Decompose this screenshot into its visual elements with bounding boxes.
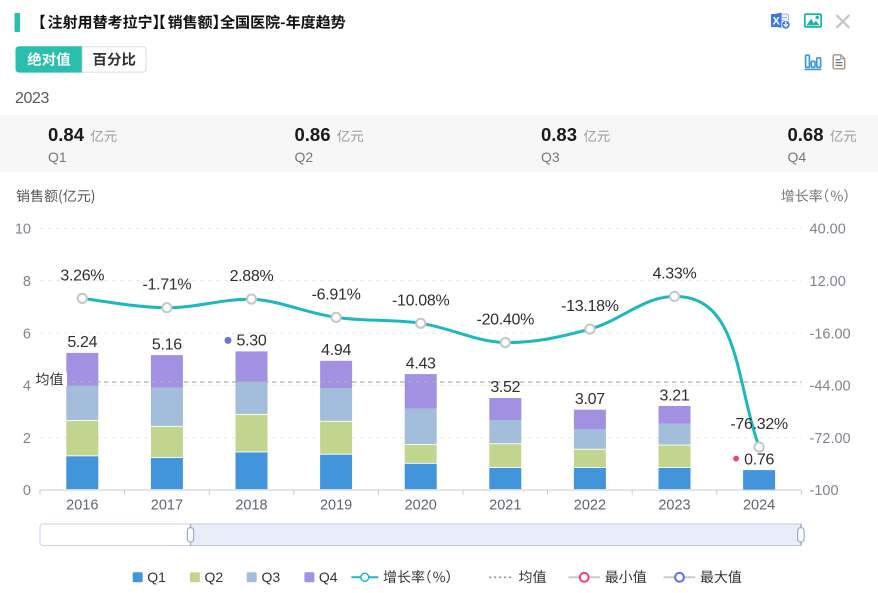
svg-text:2019: 2019 bbox=[320, 497, 352, 513]
svg-text:Q3: Q3 bbox=[541, 149, 560, 165]
svg-text:4: 4 bbox=[23, 379, 31, 395]
svg-text:12.00: 12.00 bbox=[810, 274, 846, 290]
svg-text:-1.71%: -1.71% bbox=[142, 277, 191, 294]
svg-text:-20.40%: -20.40% bbox=[477, 312, 535, 329]
svg-text:-44.00: -44.00 bbox=[810, 379, 851, 395]
svg-text:5.30: 5.30 bbox=[237, 333, 267, 350]
svg-text:4.94: 4.94 bbox=[321, 342, 351, 359]
svg-text:0.83: 0.83 bbox=[541, 124, 577, 145]
svg-text:2020: 2020 bbox=[405, 497, 437, 513]
svg-text:3.52: 3.52 bbox=[490, 379, 520, 396]
svg-text:X: X bbox=[773, 16, 781, 28]
svg-text:-6.91%: -6.91% bbox=[312, 286, 361, 303]
svg-text:4.33%: 4.33% bbox=[653, 265, 697, 282]
svg-text:2023: 2023 bbox=[15, 90, 49, 107]
svg-text:Q3: Q3 bbox=[262, 569, 281, 585]
svg-text:-13.18%: -13.18% bbox=[561, 298, 619, 315]
svg-text:0.68: 0.68 bbox=[788, 124, 824, 145]
svg-text:-72.00: -72.00 bbox=[810, 431, 851, 447]
svg-text:40.00: 40.00 bbox=[810, 222, 846, 238]
svg-text:2: 2 bbox=[23, 431, 31, 447]
svg-text:5.24: 5.24 bbox=[67, 334, 97, 351]
svg-text:-10.08%: -10.08% bbox=[392, 292, 450, 309]
svg-text:3.21: 3.21 bbox=[660, 387, 690, 404]
svg-text:3.26%: 3.26% bbox=[60, 267, 104, 284]
svg-text:6: 6 bbox=[23, 326, 31, 342]
svg-text:2024: 2024 bbox=[743, 497, 775, 513]
svg-text:-16.00: -16.00 bbox=[810, 326, 851, 342]
svg-text:Q1: Q1 bbox=[48, 149, 67, 165]
svg-text:Q4: Q4 bbox=[788, 149, 807, 165]
svg-text:Q4: Q4 bbox=[319, 569, 338, 585]
svg-text:10: 10 bbox=[15, 222, 31, 238]
svg-text:2.88%: 2.88% bbox=[230, 268, 274, 285]
svg-text:3.07: 3.07 bbox=[575, 391, 605, 408]
svg-text:0.84: 0.84 bbox=[48, 124, 85, 145]
svg-text:Q2: Q2 bbox=[205, 569, 224, 585]
svg-text:2022: 2022 bbox=[574, 497, 606, 513]
svg-text:8: 8 bbox=[23, 274, 31, 290]
svg-text:2023: 2023 bbox=[658, 497, 690, 513]
svg-text:2018: 2018 bbox=[235, 497, 267, 513]
svg-text:4.43: 4.43 bbox=[406, 355, 436, 372]
svg-text:2016: 2016 bbox=[66, 497, 98, 513]
svg-text:5.16: 5.16 bbox=[152, 336, 182, 353]
svg-text:Q2: Q2 bbox=[295, 149, 314, 165]
svg-text:2021: 2021 bbox=[489, 497, 521, 513]
svg-text:Q1: Q1 bbox=[147, 569, 166, 585]
svg-text:0.86: 0.86 bbox=[295, 124, 331, 145]
svg-text:-100: -100 bbox=[810, 483, 839, 499]
svg-text:2017: 2017 bbox=[151, 497, 183, 513]
svg-text:-76.32%: -76.32% bbox=[730, 416, 788, 433]
svg-text:0: 0 bbox=[23, 483, 31, 499]
svg-text:0.76: 0.76 bbox=[744, 451, 774, 468]
